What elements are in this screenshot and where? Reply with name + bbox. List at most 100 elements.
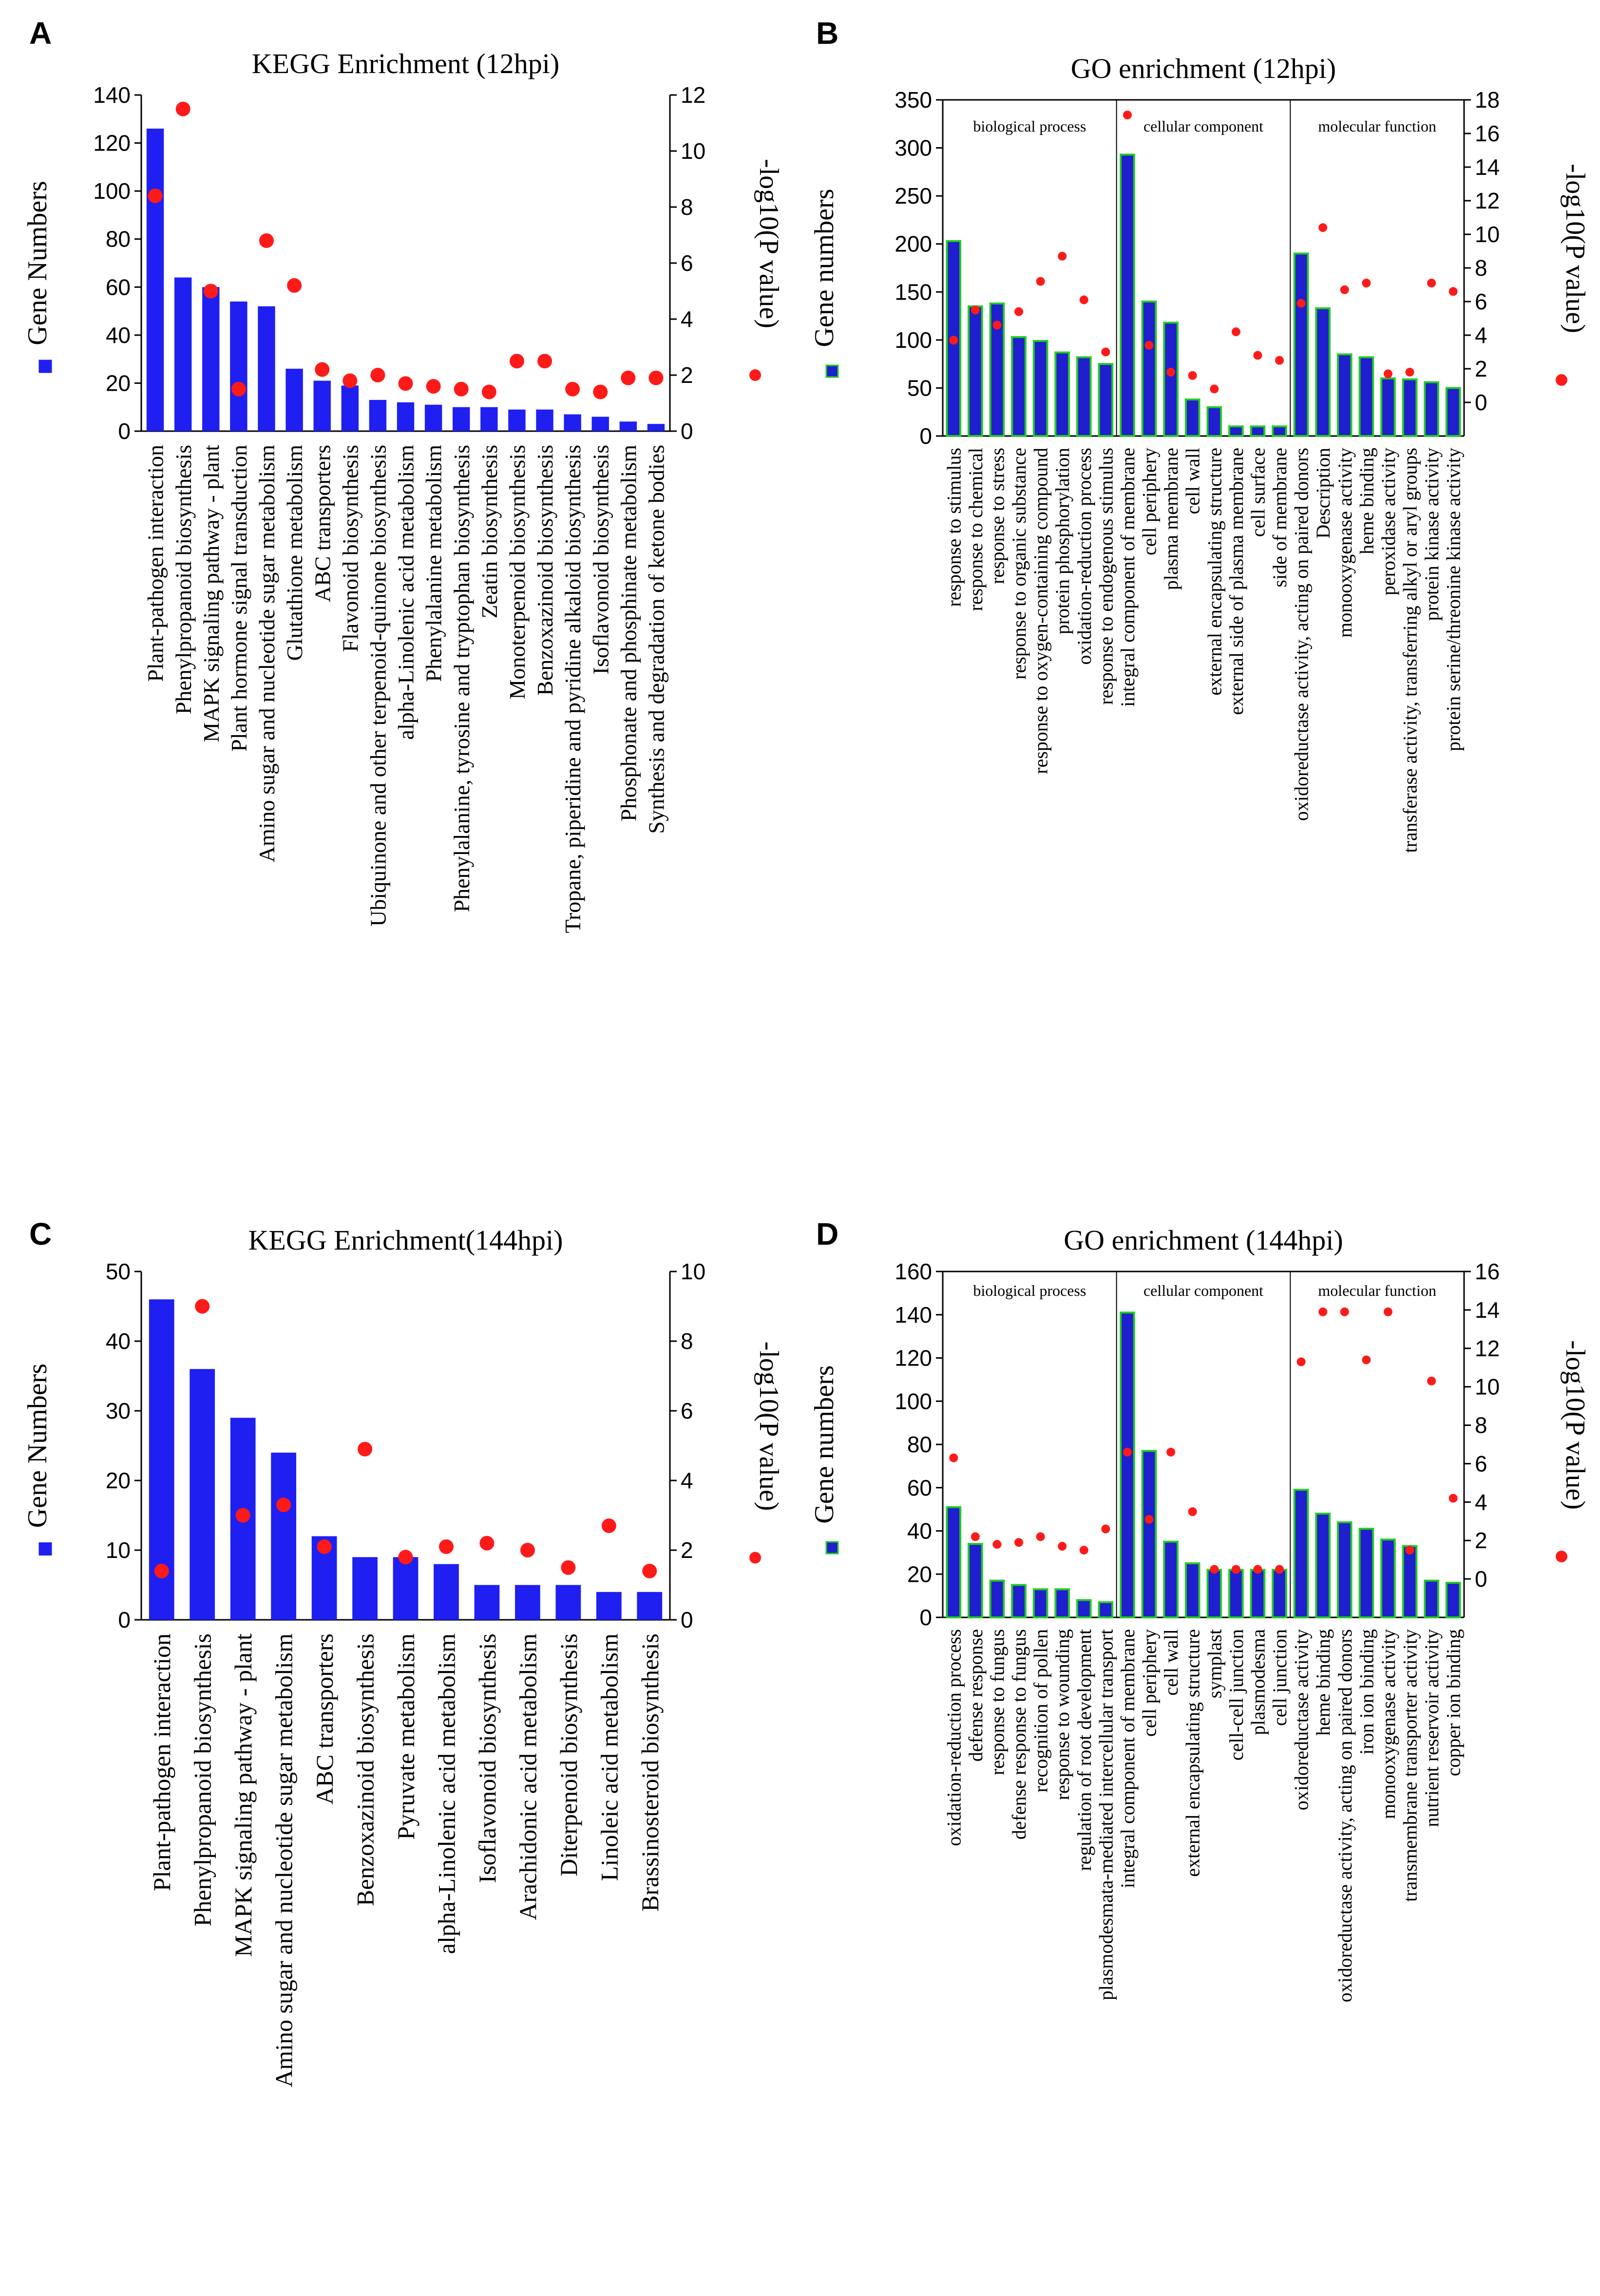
panel-d-title: GO enrichment (144hpi) (1064, 1224, 1343, 1256)
panel-d-category-label: recognition of pollen (1030, 1629, 1052, 1792)
panel-a-dot (231, 381, 246, 397)
panel-d-dot (1188, 1507, 1197, 1517)
panel-c-dot (479, 1536, 495, 1551)
panel-b-y2tick-label: 18 (1475, 87, 1500, 113)
panel-b-dot (1210, 384, 1219, 394)
panel-d-bar (1380, 1538, 1396, 1618)
panel-d-category-label: cell wall (1160, 1629, 1182, 1696)
panel-b-y2label-legend-marker (1556, 374, 1567, 386)
panel-b-bar (1098, 363, 1114, 437)
panel-c-title: KEGG Enrichment(144hpi) (248, 1224, 563, 1256)
panel-b-category-label: transferase activity, transferring alkyl… (1399, 448, 1421, 853)
panel-b-dot (1427, 279, 1436, 288)
panel-d-y2tick-label: 0 (1475, 1566, 1487, 1592)
panel-b-bar (1163, 322, 1179, 437)
panel-d-category-label: integral component of membrane (1117, 1629, 1139, 1888)
panel-a-y2tick-label: 10 (681, 138, 705, 164)
panel-d-ytick-label: 60 (907, 1475, 932, 1500)
panel-d-category-label: monooxygenase activity (1377, 1629, 1399, 1819)
panel-d-bar (1076, 1599, 1092, 1618)
panel-c-letter: C (29, 1216, 52, 1252)
panel-b-dot (1253, 351, 1262, 360)
panel-d-bar (1011, 1584, 1027, 1618)
panel-a-letter: A (29, 16, 52, 51)
panel-c-category-label: Isoflavonoid biosynthesis (474, 1633, 501, 1883)
panel-a-bar (480, 407, 498, 431)
panel-b-category-label: protein serine/threonine kinase activity (1443, 448, 1465, 751)
panel-d-ytick-label: 20 (907, 1561, 932, 1587)
panel-a-y2tick-label: 4 (681, 306, 693, 332)
panel-a-category-label: Phenylpropanoid biosynthesis (171, 445, 196, 714)
panel-b-bar (1054, 351, 1070, 437)
panel-d-category-label: response to wounding (1051, 1629, 1073, 1800)
panel-b-dot (1318, 223, 1328, 232)
panel-d-dot (1123, 1447, 1132, 1457)
panel-d-category-label: external encapsulating structure (1182, 1629, 1204, 1877)
panel-a-category-label: Isoflavonoid biosynthesis (588, 445, 613, 674)
panel-b-category-label: response to stimulus (943, 448, 965, 607)
panel-d-section-label: biological process (973, 1282, 1086, 1299)
panel-a-dot (315, 362, 330, 377)
panel-d-bar (1272, 1569, 1287, 1618)
panel-a-y2tick-label: 12 (681, 82, 705, 108)
panel-c-bar (555, 1585, 581, 1620)
panel-a-dot (398, 376, 413, 391)
panel-b-bar (1358, 356, 1374, 437)
panel-d-category-label: nutrient reservoir activity (1421, 1629, 1443, 1827)
panel-b-bar (1380, 377, 1396, 437)
panel-a-dot (648, 370, 664, 385)
panel-b-category-label: external encapsulating structure (1203, 448, 1225, 696)
panel-b-letter: B (816, 16, 838, 51)
panel-a-ytick-label: 20 (106, 370, 131, 396)
panel-d-bar (1228, 1569, 1244, 1618)
panel-d-dot (1296, 1357, 1306, 1366)
panel-a-bar (453, 407, 470, 431)
panel-a-bar (258, 306, 275, 431)
panel-b-y2tick-label: 16 (1475, 121, 1500, 146)
panel-b-category-label: cell surface (1247, 448, 1269, 537)
panel-c-dot (520, 1543, 535, 1557)
panel-c-y2tick-label: 4 (681, 1468, 693, 1493)
panel-d-y2tick-label: 6 (1475, 1451, 1487, 1476)
panel-d-dot (1383, 1307, 1392, 1316)
panel-d-bar (1032, 1588, 1048, 1618)
panel-a-category-label: Tropane, piperidine and pyridine alkaloi… (560, 445, 585, 933)
panel-c-category-label: Diterpenoid biosynthesis (555, 1633, 582, 1877)
panel-c-y2tick-label: 0 (681, 1607, 693, 1632)
panel-d-bar (1206, 1569, 1222, 1618)
panel-a-bar (230, 301, 248, 431)
panel-d-bar (1445, 1582, 1461, 1618)
panel-a-bar (424, 404, 442, 431)
panel-d-y2tick-label: 14 (1475, 1297, 1500, 1323)
panel-c-category-label: alpha-Linolenic acid metabolism (433, 1633, 460, 1954)
panel-d-category-label: oxidation-reduction process (943, 1629, 965, 1846)
panel-d-bar (1141, 1450, 1157, 1618)
panel-a-bar (202, 287, 220, 431)
panel-c-dot (642, 1563, 657, 1578)
panel-d-y2label: -log10(P value) (1560, 1340, 1590, 1510)
panel-b-section-label: biological process (973, 117, 1086, 135)
panel-b-bar (1011, 336, 1027, 437)
panel-a-y2label-legend-marker (749, 369, 761, 381)
panel-d-category-label: transmembrane transporter activity (1399, 1629, 1421, 1902)
panel-b-y2tick-label: 12 (1475, 188, 1500, 213)
panel-c-ytick-label: 20 (106, 1468, 131, 1493)
panel-d-ytick-label: 0 (919, 1605, 932, 1630)
panel-b-dot (1101, 347, 1110, 357)
panel-a-bar (647, 424, 665, 431)
panel-a-dot (481, 384, 496, 399)
panel-b-category-label: cell periphery (1139, 448, 1161, 555)
panel-c-y2tick-label: 2 (681, 1537, 693, 1563)
panel-d-category-label: plasmodesmata-mediated intercellular tra… (1095, 1629, 1117, 2000)
panel-b-dot (1231, 327, 1240, 337)
panel-c-bar (474, 1585, 500, 1620)
panel-c-category-label: MAPK signaling pathway - plant (229, 1633, 257, 1957)
panel-b-dot (1362, 279, 1371, 288)
panel-c-category-label: Phenylpropanoid biosynthesis (189, 1633, 216, 1926)
panel-b-bar (968, 305, 983, 437)
panel-d-dot (1058, 1542, 1067, 1551)
panel-b-category-label: oxidation-reduction process (1073, 448, 1095, 664)
panel-b-category-label: protein phosphorylation (1051, 448, 1073, 634)
panel-b: BGO enrichment (12hpi)050100150200250300… (809, 16, 1590, 853)
